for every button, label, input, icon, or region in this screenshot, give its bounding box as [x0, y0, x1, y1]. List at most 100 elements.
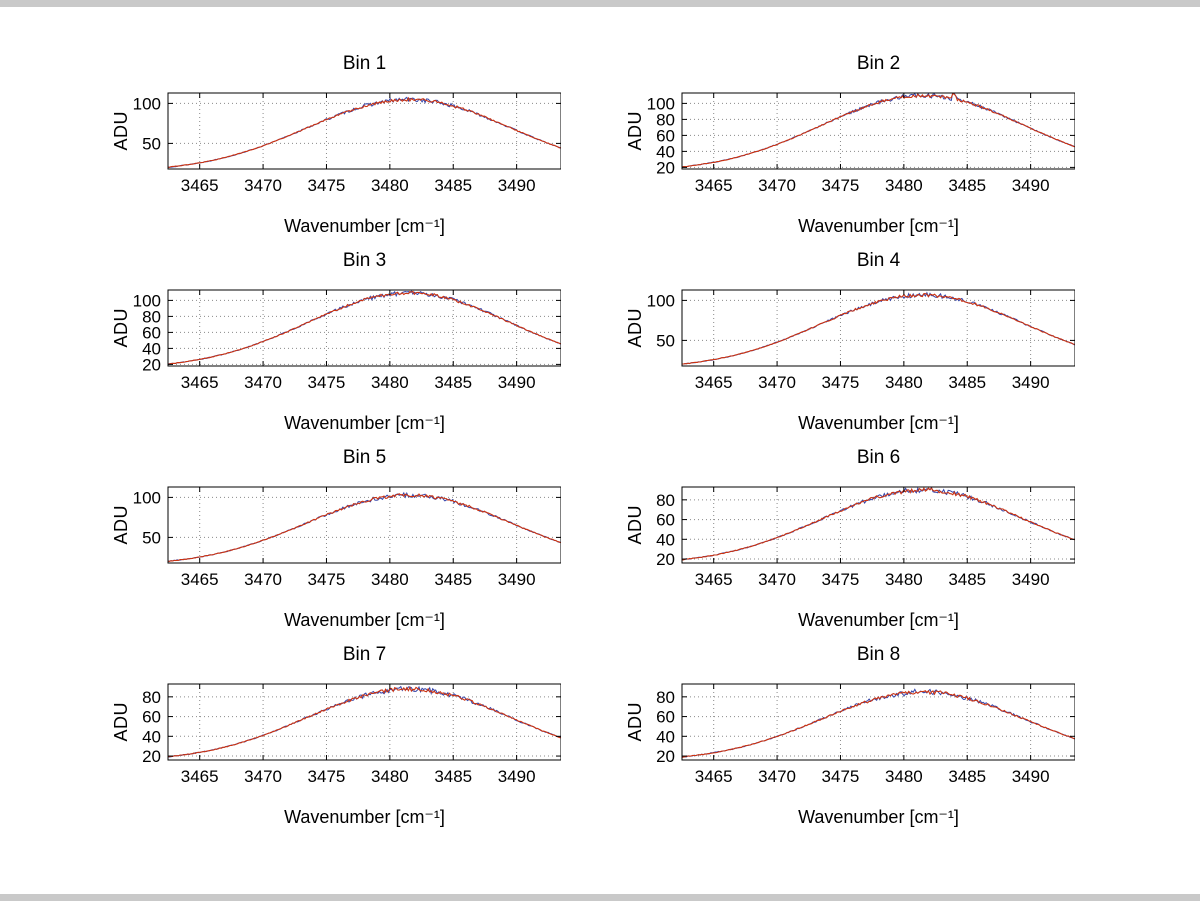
window-frame-top — [0, 0, 1200, 7]
svg-text:3470: 3470 — [758, 767, 796, 786]
svg-text:3475: 3475 — [308, 373, 346, 392]
svg-text:3480: 3480 — [371, 767, 409, 786]
svg-text:100: 100 — [133, 291, 161, 310]
x-axis-label: Wavenumber [cm⁻¹] — [284, 413, 445, 433]
svg-text:50: 50 — [656, 331, 675, 350]
svg-text:3490: 3490 — [1012, 373, 1050, 392]
svg-text:3470: 3470 — [758, 373, 796, 392]
svg-text:20: 20 — [656, 747, 675, 766]
svg-text:3465: 3465 — [181, 373, 219, 392]
plot-canvas-bin-4: 3465 3470 3475 3480 3485 3490 50 100 — [647, 289, 1075, 392]
subplot-title: Bin 8 — [856, 644, 901, 665]
svg-text:3475: 3475 — [308, 176, 346, 195]
svg-text:3475: 3475 — [822, 767, 860, 786]
subplot-bin-8: Bin 8 ADU 3465 3470 3475 3480 3485 3490 20 40 60… — [552, 640, 1075, 837]
svg-text:3490: 3490 — [1012, 176, 1050, 195]
svg-text:3490: 3490 — [1012, 767, 1050, 786]
svg-text:50: 50 — [142, 528, 161, 547]
svg-text:60: 60 — [142, 323, 161, 342]
svg-text:3480: 3480 — [885, 373, 923, 392]
svg-text:3475: 3475 — [822, 176, 860, 195]
x-axis-label: Wavenumber [cm⁻¹] — [798, 807, 959, 827]
svg-text:3470: 3470 — [244, 767, 282, 786]
subplot-bin-1: Bin 1 ADU 3465 3470 3475 3480 3485 3490 50 100 … — [38, 49, 561, 246]
svg-text:3490: 3490 — [498, 176, 536, 195]
svg-text:3485: 3485 — [948, 767, 986, 786]
svg-text:80: 80 — [656, 491, 675, 510]
svg-text:60: 60 — [656, 708, 675, 727]
subplot-title: Bin 7 — [342, 644, 387, 665]
svg-text:40: 40 — [656, 727, 675, 746]
svg-text:60: 60 — [656, 126, 675, 145]
svg-text:60: 60 — [656, 511, 675, 530]
svg-text:3485: 3485 — [434, 767, 472, 786]
x-axis-label: Wavenumber [cm⁻¹] — [284, 216, 445, 236]
svg-text:3475: 3475 — [308, 767, 346, 786]
subplot-title: Bin 3 — [342, 250, 387, 271]
svg-text:3470: 3470 — [758, 176, 796, 195]
svg-text:3470: 3470 — [244, 373, 282, 392]
svg-text:3465: 3465 — [181, 570, 219, 589]
svg-text:100: 100 — [647, 291, 675, 310]
svg-text:100: 100 — [133, 94, 161, 113]
svg-text:3485: 3485 — [434, 373, 472, 392]
subplot-bin-6: Bin 6 ADU 3465 3470 3475 3480 3485 3490 20 40 60… — [552, 443, 1075, 640]
svg-text:3480: 3480 — [885, 570, 923, 589]
subplot-bin-3: Bin 3 ADU 3465 3470 3475 3480 3485 3490 20 40 60… — [38, 246, 561, 443]
svg-text:3475: 3475 — [822, 373, 860, 392]
svg-text:3465: 3465 — [695, 570, 733, 589]
plot-canvas-bin-1: 3465 3470 3475 3480 3485 3490 50 100 — [133, 92, 561, 195]
svg-text:3465: 3465 — [695, 176, 733, 195]
svg-text:3480: 3480 — [885, 176, 923, 195]
svg-text:100: 100 — [647, 94, 675, 113]
subplot-title: Bin 2 — [856, 53, 901, 74]
svg-text:3465: 3465 — [181, 767, 219, 786]
subplot-title: Bin 5 — [342, 447, 387, 468]
svg-text:20: 20 — [656, 158, 675, 177]
subplot-bin-5: Bin 5 ADU 3465 3470 3475 3480 3485 3490 50 100 … — [38, 443, 561, 640]
subplot-title: Bin 4 — [856, 250, 901, 271]
svg-text:3485: 3485 — [434, 176, 472, 195]
svg-text:100: 100 — [133, 488, 161, 507]
svg-text:3485: 3485 — [948, 570, 986, 589]
svg-text:80: 80 — [656, 688, 675, 707]
svg-text:3465: 3465 — [181, 176, 219, 195]
svg-text:60: 60 — [142, 708, 161, 727]
svg-text:3470: 3470 — [244, 176, 282, 195]
svg-text:40: 40 — [656, 530, 675, 549]
svg-text:3475: 3475 — [822, 570, 860, 589]
svg-text:40: 40 — [142, 339, 161, 358]
subplot-title: Bin 1 — [342, 53, 387, 74]
svg-text:20: 20 — [142, 747, 161, 766]
svg-text:3475: 3475 — [308, 570, 346, 589]
subplot-bin-4: Bin 4 ADU 3465 3470 3475 3480 3485 3490 50 100 … — [552, 246, 1075, 443]
svg-text:3480: 3480 — [371, 373, 409, 392]
svg-text:3490: 3490 — [1012, 570, 1050, 589]
svg-text:3485: 3485 — [948, 373, 986, 392]
svg-text:3465: 3465 — [695, 767, 733, 786]
svg-text:20: 20 — [656, 550, 675, 569]
svg-text:3490: 3490 — [498, 570, 536, 589]
x-axis-label: Wavenumber [cm⁻¹] — [798, 610, 959, 630]
svg-text:3470: 3470 — [758, 570, 796, 589]
x-axis-label: Wavenumber [cm⁻¹] — [798, 413, 959, 433]
svg-text:3470: 3470 — [244, 570, 282, 589]
subplot-grid: Bin 1 ADU 3465 3470 3475 3480 3485 3490 50 100 … — [38, 49, 1075, 837]
svg-text:3465: 3465 — [695, 373, 733, 392]
subplot-bin-7: Bin 7 ADU 3465 3470 3475 3480 3485 3490 20 40 60… — [38, 640, 561, 837]
plot-canvas-bin-5: 3465 3470 3475 3480 3485 3490 50 100 — [133, 486, 561, 589]
subplot-title: Bin 6 — [856, 447, 901, 468]
svg-text:80: 80 — [142, 307, 161, 326]
svg-text:80: 80 — [656, 110, 675, 129]
svg-text:80: 80 — [142, 688, 161, 707]
svg-text:3480: 3480 — [371, 570, 409, 589]
svg-text:20: 20 — [142, 355, 161, 374]
svg-text:3485: 3485 — [948, 176, 986, 195]
x-axis-label: Wavenumber [cm⁻¹] — [284, 807, 445, 827]
